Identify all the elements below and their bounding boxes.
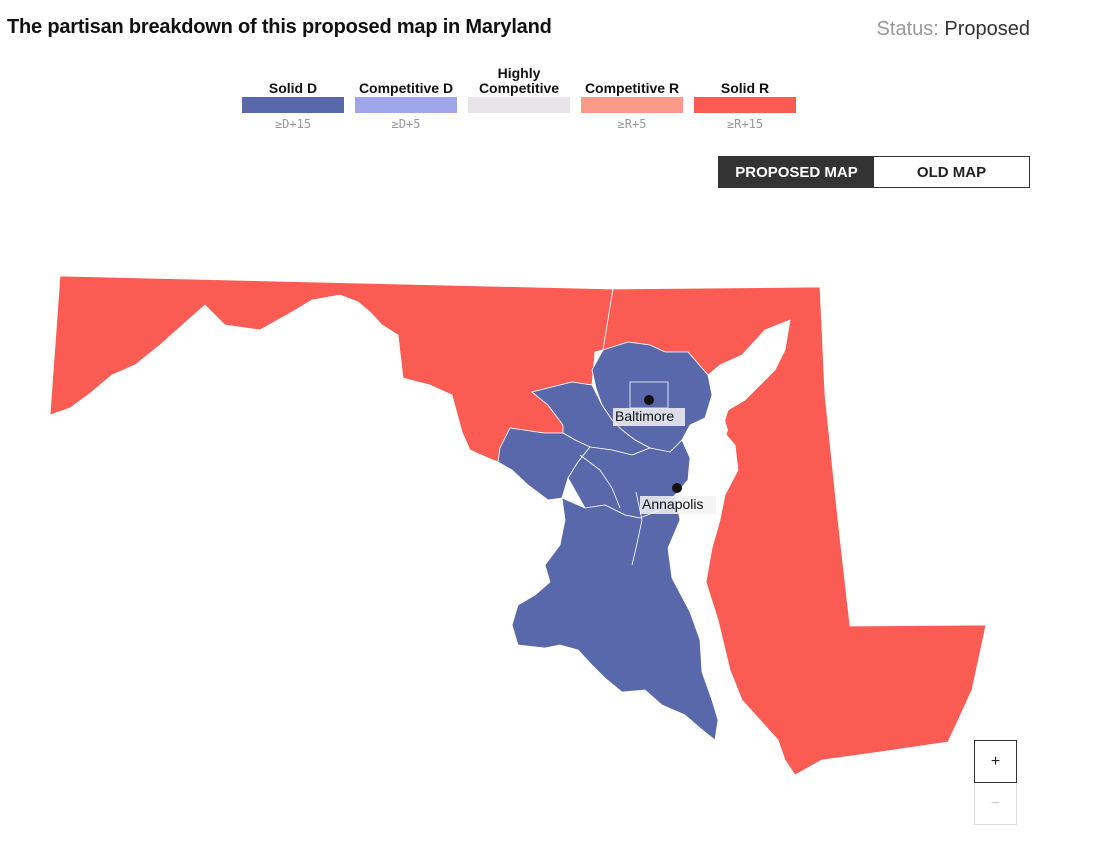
legend-label: Solid R [720,80,770,96]
legend-item-solid-d: Solid D ≥D+15 [242,64,344,131]
chesapeake-bay [668,395,770,770]
status-text: Status: Proposed [877,18,1030,41]
district-border [579,454,621,509]
city-dot [672,483,682,493]
legend-threshold: ≥R+5 [617,117,647,131]
legend-label: Highly Competitive [478,65,560,96]
legend-item-competitive-d: Competitive D ≥D+5 [355,64,457,131]
legend-swatch [468,97,570,113]
legend: Solid D ≥D+15 Competitive D ≥D+5 Highly … [242,64,796,131]
status-value: Proposed [944,18,1030,40]
city-annapolis: Annapolis [640,483,716,514]
legend-label: Competitive D [358,80,454,96]
district-border [631,491,643,566]
legend-swatch [242,97,344,113]
district-map: Baltimore Annapolis [49,275,987,776]
city-label-baltimore: Baltimore [615,408,674,424]
legend-item-competitive-r: Competitive R ≥R+5 [581,64,683,131]
city-label-bg [613,408,685,426]
legend-item-solid-r: Solid R ≥R+15 [694,64,796,131]
legend-swatch [355,97,457,113]
map-toggle: PROPOSED MAP OLD MAP [718,156,1030,188]
zoom-in-button[interactable]: + [974,740,1017,783]
status-label: Status: [876,18,939,40]
legend-threshold: ≥D+5 [391,117,421,131]
city-baltimore: Baltimore [613,395,685,426]
legend-swatch [581,97,683,113]
zoom-out-button[interactable]: − [974,783,1017,825]
legend-label: Competitive R [584,80,680,96]
district-montgomery[interactable] [497,427,591,501]
proposed-map-button[interactable]: PROPOSED MAP [719,157,874,187]
legend-threshold: ≥D+15 [274,117,312,131]
page-title: The partisan breakdown of this proposed … [7,16,552,38]
legend-item-highly-competitive: Highly Competitive [468,64,570,131]
city-dot [644,395,654,405]
old-map-button[interactable]: OLD MAP [874,157,1029,187]
legend-threshold: ≥R+15 [726,117,764,131]
city-label-bg [640,496,716,514]
legend-swatch [694,97,796,113]
legend-label: Solid D [268,80,318,96]
city-label-annapolis: Annapolis [642,496,704,512]
